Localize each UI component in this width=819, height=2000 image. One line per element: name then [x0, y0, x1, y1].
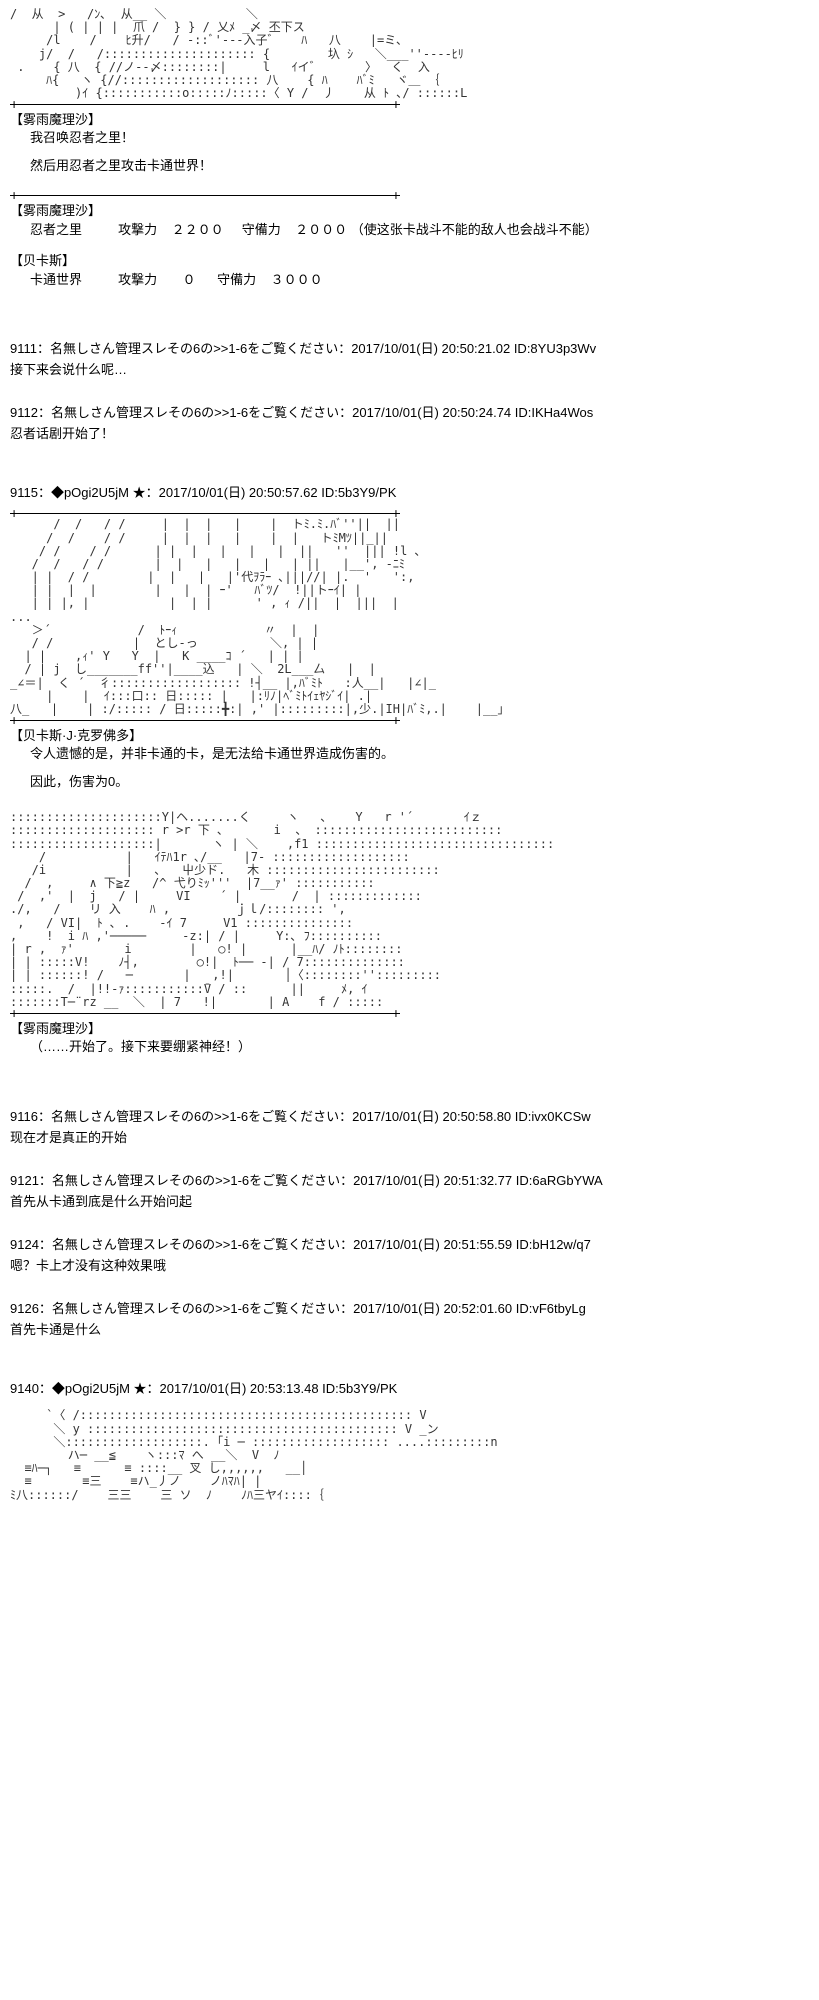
post-9112-header: 9112：名無しさん管理スレその6の>>1-6をご覧ください：2017/10/0… [10, 402, 809, 421]
card-toon-stats: 卡通世界 攻撃力 ０ 守備力 ３０００ [30, 269, 809, 288]
dialogue-pegasus-line1: 令人遗憾的是，并非卡通的卡，是无法给卡通世界造成伤害的。 [30, 744, 809, 764]
card-2-def: ３０００ [271, 272, 323, 287]
post-9121-header: 9121：名無しさん管理スレその6の>>1-6をご覧ください：2017/10/0… [10, 1170, 809, 1189]
card-1-atk-label: 攻撃力 [118, 222, 157, 237]
dialogue-1-line2: 然后用忍者之里攻击卡通世界！ [30, 156, 809, 176]
post-9124-header: 9124：名無しさん管理スレその6の>>1-6をご覧ください：2017/10/0… [10, 1234, 809, 1253]
ascii-art-1: / 从 > /ﾝ､ 从__ ＼ ＼ | ( | | | 爪 / } } / 乂ﾒ… [10, 8, 809, 100]
card-2-atk-label: 攻撃力 [118, 272, 157, 287]
card-1-name: 忍者之里 [30, 222, 82, 237]
card-2-def-label: 守備力 [217, 272, 256, 287]
ascii-art-2: / / / / | | | | | トﾐ.ﾐ.ﾊﾞ''|| || / / / /… [10, 518, 809, 716]
ascii-art-3: :::::::::::::::::::::Y|ヘ.......く ヽ ､ Y r… [10, 811, 809, 1009]
card-1-def-label: 守備力 [242, 222, 281, 237]
divider [10, 720, 400, 721]
speaker-marisa-1: 【雾雨魔理沙】 [10, 109, 809, 128]
card-2-atk: ０ [182, 272, 195, 287]
post-9140-header: 9140：◆pOgi2U5jM ★：2017/10/01(日) 20:53:13… [10, 1378, 809, 1397]
post-9115-header: 9115：◆pOgi2U5jM ★：2017/10/01(日) 20:50:57… [10, 482, 809, 501]
card-ninja-stats: 忍者之里 攻撃力 ２２００ 守備力 ２０００ （使这张卡战斗不能的敌人也会战斗不… [30, 219, 809, 238]
post-9112-body: 忍者话剧开始了！ [10, 423, 809, 442]
divider [10, 1013, 400, 1014]
divider [10, 195, 400, 196]
post-9116-header: 9116：名無しさん管理スレその6の>>1-6をご覧ください：2017/10/0… [10, 1106, 809, 1125]
speaker-pegasus-full: 【贝卡斯·J·克罗佛多】 [10, 725, 809, 744]
card-1-atk: ２２００ [172, 222, 224, 237]
dialogue-1-line1: 我召唤忍者之里！ [30, 128, 809, 148]
speaker-marisa-2: 【雾雨魔理沙】 [10, 200, 809, 219]
post-9116-body: 现在才是真正的开始 [10, 1127, 809, 1146]
speaker-marisa-3: 【雾雨魔理沙】 [10, 1018, 809, 1037]
ascii-art-4: `〈 /::::::::::::::::::::::::::::::::::::… [10, 1409, 809, 1501]
post-9111-header: 9111：名無しさん管理スレその6の>>1-6をご覧ください：2017/10/0… [10, 338, 809, 357]
speaker-pegasus-1: 【贝卡斯】 [10, 250, 809, 269]
card-1-note: （使这张卡战斗不能的敌人也会战斗不能） [351, 222, 598, 237]
dialogue-marisa-2-line1: （……开始了。接下来要绷紧神经！） [30, 1037, 809, 1057]
divider [10, 513, 400, 514]
post-9121-body: 首先从卡通到底是什么开始问起 [10, 1191, 809, 1210]
post-9126-body: 首先卡通是什么 [10, 1319, 809, 1338]
dialogue-pegasus-line2: 因此，伤害为0。 [30, 772, 809, 792]
card-1-def: ２０００ [295, 222, 347, 237]
card-2-name: 卡通世界 [30, 272, 82, 287]
post-9124-body: 嗯？卡上才没有这种效果哦 [10, 1255, 809, 1274]
post-9126-header: 9126：名無しさん管理スレその6の>>1-6をご覧ください：2017/10/0… [10, 1298, 809, 1317]
post-9111-body: 接下来会说什么呢… [10, 359, 809, 378]
divider [10, 104, 400, 105]
